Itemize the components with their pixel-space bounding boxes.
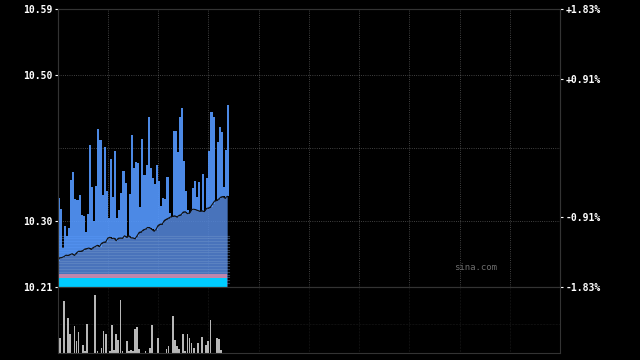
- Bar: [86, 324, 88, 353]
- Bar: [166, 348, 167, 353]
- Bar: [111, 325, 113, 353]
- Bar: [182, 334, 184, 353]
- Bar: [209, 320, 211, 353]
- Bar: [205, 345, 207, 353]
- Bar: [149, 347, 150, 353]
- Bar: [82, 345, 84, 353]
- Bar: [216, 338, 218, 353]
- Bar: [184, 351, 186, 353]
- Bar: [63, 301, 65, 353]
- Text: sina.com: sina.com: [454, 263, 497, 272]
- Bar: [174, 340, 175, 353]
- Bar: [118, 340, 119, 353]
- Bar: [128, 351, 130, 353]
- Bar: [122, 351, 124, 353]
- Bar: [84, 351, 86, 353]
- Bar: [105, 334, 107, 353]
- Bar: [189, 338, 190, 353]
- Bar: [113, 350, 115, 353]
- Bar: [176, 346, 178, 353]
- Bar: [207, 341, 209, 353]
- Bar: [193, 348, 195, 353]
- Bar: [201, 337, 203, 353]
- Bar: [59, 338, 61, 353]
- Bar: [151, 325, 152, 353]
- Bar: [186, 333, 188, 353]
- Bar: [77, 332, 79, 353]
- Bar: [145, 351, 147, 353]
- Bar: [115, 334, 117, 353]
- Bar: [178, 350, 180, 353]
- Bar: [76, 341, 77, 353]
- Bar: [126, 341, 127, 353]
- Bar: [157, 338, 159, 353]
- Bar: [134, 329, 136, 353]
- Bar: [197, 343, 198, 353]
- Bar: [109, 351, 111, 353]
- Bar: [97, 351, 98, 353]
- Bar: [120, 300, 121, 353]
- Bar: [218, 339, 220, 353]
- Bar: [103, 330, 104, 353]
- Bar: [138, 350, 140, 353]
- Bar: [132, 351, 134, 353]
- Bar: [74, 325, 75, 353]
- Bar: [69, 334, 71, 353]
- Bar: [100, 348, 102, 353]
- Bar: [220, 350, 221, 353]
- Bar: [57, 339, 58, 353]
- Bar: [168, 346, 170, 353]
- Bar: [67, 318, 69, 353]
- Bar: [191, 343, 193, 353]
- Bar: [136, 327, 138, 353]
- Bar: [172, 316, 173, 353]
- Bar: [95, 295, 96, 353]
- Bar: [130, 350, 132, 353]
